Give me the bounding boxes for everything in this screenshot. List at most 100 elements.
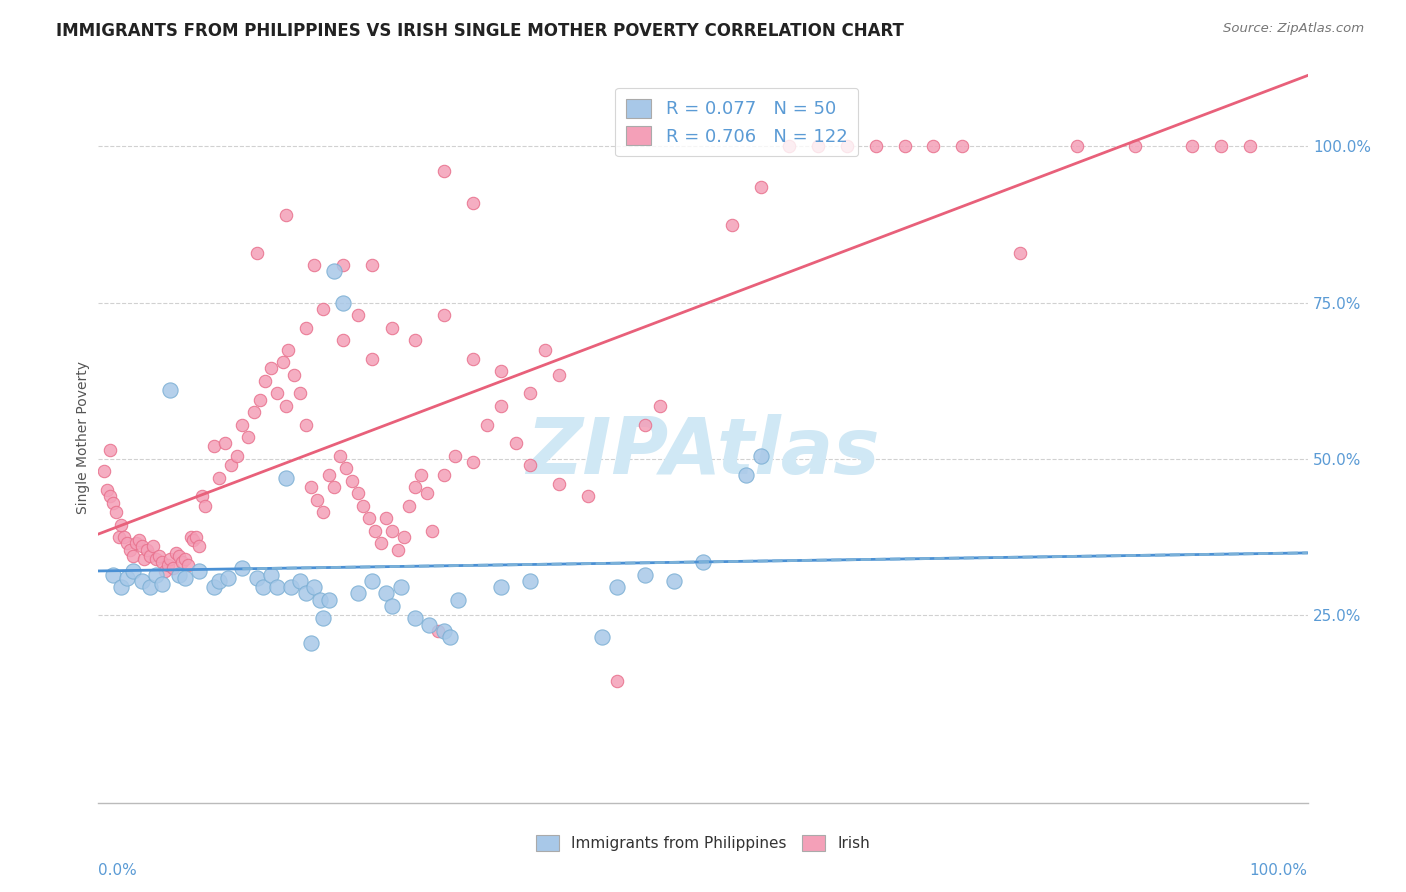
Point <box>134 552 156 566</box>
Point <box>606 673 628 688</box>
Point <box>260 567 283 582</box>
Point <box>340 474 363 488</box>
Point <box>159 383 181 397</box>
Point <box>98 442 121 457</box>
Point <box>346 486 368 500</box>
Point <box>433 164 456 178</box>
Point <box>214 436 236 450</box>
Point <box>1123 139 1146 153</box>
Point <box>318 467 340 482</box>
Text: ZIPAtlas: ZIPAtlas <box>526 414 880 490</box>
Point <box>381 320 404 334</box>
Point <box>236 430 259 444</box>
Point <box>404 611 426 625</box>
Point <box>444 449 467 463</box>
Point <box>309 592 332 607</box>
Point <box>294 320 316 334</box>
Point <box>271 355 294 369</box>
Point <box>720 218 742 232</box>
Point <box>335 461 357 475</box>
Point <box>110 580 132 594</box>
Point <box>749 449 772 463</box>
Point <box>439 630 461 644</box>
Point <box>370 536 392 550</box>
Point <box>491 364 513 378</box>
Point <box>246 571 269 585</box>
Point <box>1008 245 1031 260</box>
Point <box>323 480 346 494</box>
Point <box>318 592 340 607</box>
Point <box>807 139 830 153</box>
Point <box>122 549 145 563</box>
Point <box>893 139 915 153</box>
Point <box>533 343 555 357</box>
Point <box>381 524 404 538</box>
Point <box>548 368 571 382</box>
Text: 100.0%: 100.0% <box>1250 863 1308 878</box>
Point <box>170 555 193 569</box>
Point <box>332 295 354 310</box>
Point <box>104 505 127 519</box>
Legend: Immigrants from Philippines, Irish: Immigrants from Philippines, Irish <box>530 830 876 857</box>
Point <box>274 399 297 413</box>
Point <box>865 139 887 153</box>
Point <box>136 542 159 557</box>
Point <box>186 530 208 544</box>
Point <box>519 574 541 588</box>
Point <box>122 565 145 579</box>
Point <box>128 533 150 548</box>
Point <box>491 399 513 413</box>
Point <box>145 567 167 582</box>
Point <box>93 465 115 479</box>
Point <box>404 333 426 347</box>
Point <box>150 577 173 591</box>
Point <box>139 580 162 594</box>
Point <box>280 580 302 594</box>
Point <box>392 530 415 544</box>
Point <box>447 592 470 607</box>
Point <box>188 565 211 579</box>
Point <box>576 490 599 504</box>
Point <box>433 467 456 482</box>
Point <box>950 139 973 153</box>
Point <box>692 555 714 569</box>
Text: Source: ZipAtlas.com: Source: ZipAtlas.com <box>1223 22 1364 36</box>
Point <box>422 524 444 538</box>
Point <box>332 333 354 347</box>
Point <box>120 542 142 557</box>
Point <box>404 480 426 494</box>
Point <box>243 405 266 419</box>
Point <box>361 258 384 272</box>
Point <box>301 636 323 650</box>
Point <box>357 511 380 525</box>
Point <box>519 386 541 401</box>
Text: 0.0%: 0.0% <box>98 863 138 878</box>
Point <box>505 436 527 450</box>
Point <box>107 530 129 544</box>
Point <box>634 567 657 582</box>
Point <box>112 530 135 544</box>
Point <box>231 417 253 432</box>
Point <box>461 351 484 366</box>
Point <box>648 399 671 413</box>
Point <box>167 567 190 582</box>
Point <box>208 471 231 485</box>
Point <box>288 574 311 588</box>
Point <box>364 524 387 538</box>
Point <box>115 536 138 550</box>
Point <box>398 499 420 513</box>
Point <box>188 540 211 554</box>
Point <box>156 558 179 573</box>
Point <box>252 580 274 594</box>
Point <box>277 343 299 357</box>
Point <box>749 180 772 194</box>
Point <box>162 561 184 575</box>
Point <box>274 471 297 485</box>
Point <box>217 571 239 585</box>
Point <box>415 486 437 500</box>
Point <box>387 542 409 557</box>
Point <box>283 368 305 382</box>
Point <box>606 580 628 594</box>
Point <box>778 139 800 153</box>
Point <box>346 308 368 322</box>
